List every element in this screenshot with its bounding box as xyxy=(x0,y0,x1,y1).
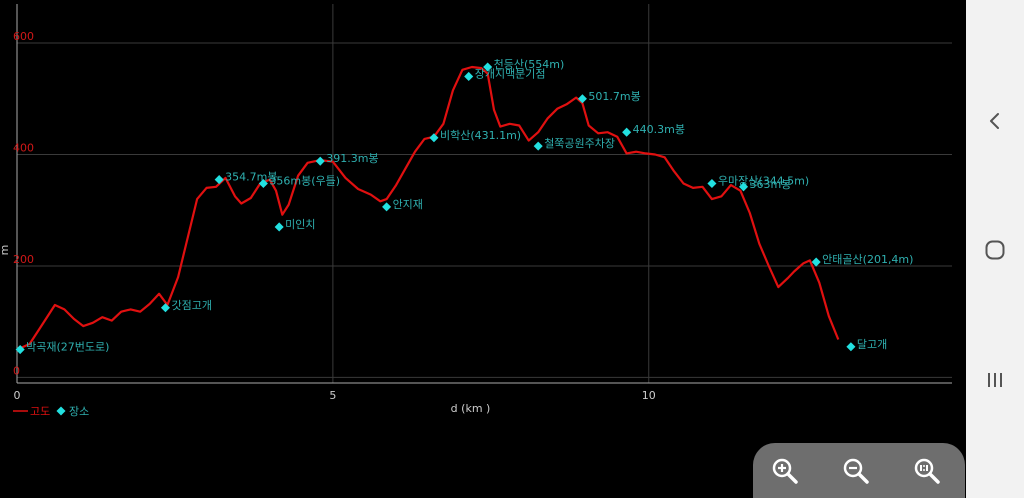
back-chevron-icon xyxy=(990,113,999,129)
y-tick-label-0: 0 xyxy=(13,364,20,377)
place-marker-16 xyxy=(846,342,856,352)
place-label-16: 달고개 xyxy=(857,338,887,351)
zoom-out-button[interactable] xyxy=(836,451,876,491)
recent-apps-icon xyxy=(988,373,1002,387)
legend-elevation-label: 고도 xyxy=(30,405,50,418)
place-label-10: 철쭉공원주차장 xyxy=(544,137,615,150)
x-tick-label-1: 5 xyxy=(329,389,336,402)
place-marker-3 xyxy=(258,178,268,188)
home-button[interactable] xyxy=(966,221,1024,279)
place-marker-13 xyxy=(707,178,717,188)
place-marker-4 xyxy=(274,222,284,232)
place-label-1: 갓점고개 xyxy=(171,299,211,312)
zoom-controls xyxy=(753,443,965,498)
place-label-6: 안지재 xyxy=(393,198,423,211)
place-label-0: 박곡재(27번도로) xyxy=(26,341,109,354)
place-label-15: 안태골산(201,4m) xyxy=(822,253,913,266)
place-label-5: 391.3m봉 xyxy=(326,152,378,165)
system-navigation-bar xyxy=(966,0,1024,498)
x-tick-label-2: 10 xyxy=(642,389,656,402)
y-tick-label-3: 600 xyxy=(13,30,34,43)
place-marker-10 xyxy=(533,141,543,151)
place-label-8: 장개지맥분기점 xyxy=(475,67,546,80)
legend-place-label: 장소 xyxy=(69,405,89,418)
place-marker-11 xyxy=(577,94,587,104)
zoom-out-icon xyxy=(843,458,869,484)
zoom-fit-button[interactable] xyxy=(907,451,947,491)
zoom-in-icon xyxy=(772,458,798,484)
y-tick-label-2: 400 xyxy=(13,141,34,154)
place-marker-9 xyxy=(483,62,493,72)
y-tick-label-1: 200 xyxy=(13,253,34,266)
place-marker-5 xyxy=(315,156,325,166)
place-marker-8 xyxy=(464,71,474,81)
place-label-14: 363m봉 xyxy=(750,178,792,191)
x-tick-label-0: 0 xyxy=(14,389,21,402)
place-marker-7 xyxy=(429,133,439,143)
zoom-fit-icon xyxy=(914,458,940,484)
place-label-4: 미인치 xyxy=(285,218,315,231)
zoom-in-button[interactable] xyxy=(765,451,805,491)
home-circle-icon xyxy=(985,240,1005,260)
x-axis-title: d (km ) xyxy=(451,402,491,415)
place-label-13: 우마장산(344.5m) xyxy=(718,174,809,187)
place-marker-12 xyxy=(622,127,632,137)
place-label-11: 501.7m봉 xyxy=(588,90,640,103)
y-axis-title: m xyxy=(0,245,11,256)
elevation-line xyxy=(16,65,840,351)
place-marker-1 xyxy=(160,303,170,313)
place-marker-6 xyxy=(382,202,392,212)
place-label-9: 천등산(554m) xyxy=(494,57,565,71)
place-label-7: 비학산(431.1m) xyxy=(440,129,521,142)
back-button[interactable] xyxy=(966,92,1024,150)
place-marker-2 xyxy=(214,175,224,185)
place-label-3: 356m봉(우틀) xyxy=(269,174,340,187)
legend-place-swatch xyxy=(56,406,66,416)
recent-apps-button[interactable] xyxy=(966,351,1024,409)
place-label-12: 440.3m봉 xyxy=(633,123,685,136)
